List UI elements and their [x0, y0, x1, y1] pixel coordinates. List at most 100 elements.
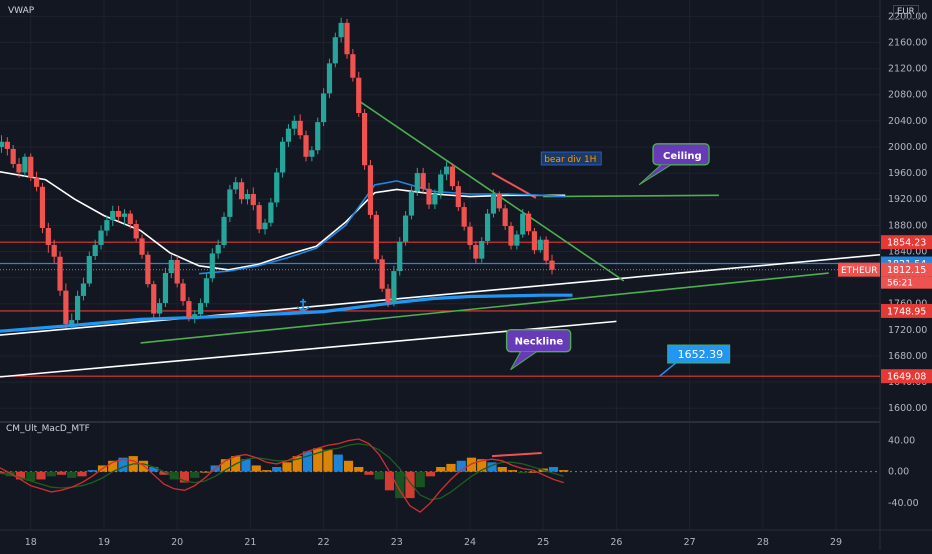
price-tag-label: 1812.15: [887, 265, 926, 276]
candle-body: [373, 214, 379, 260]
macd-signal-line: [0, 443, 564, 501]
vwap-indicator-label[interactable]: VWAP: [8, 6, 35, 16]
trendline: [0, 253, 881, 336]
candle-body: [285, 128, 292, 142]
candle: [227, 184, 233, 223]
macd-histogram-bar: [159, 471, 169, 475]
price-tick-label: 1840.00: [888, 246, 927, 257]
macd-histogram-bar: [190, 471, 200, 478]
candle-body: [297, 120, 303, 136]
candle: [391, 265, 397, 307]
macd-histogram-bar: [67, 471, 77, 478]
candle-body: [379, 259, 385, 289]
candle-body: [426, 188, 432, 205]
vwap-line: [0, 171, 566, 271]
candle-body: [414, 173, 420, 192]
candle: [57, 251, 63, 296]
candle-body: [127, 213, 133, 225]
candle: [443, 161, 450, 181]
macd-indicator-title[interactable]: CM_Ult_MacD_MTF: [6, 424, 90, 434]
price-callout-tail: [659, 362, 677, 377]
price-tag: 1748.95: [881, 303, 932, 318]
candle-body: [75, 295, 81, 321]
candle-body: [197, 303, 204, 315]
candle-body: [157, 303, 163, 314]
candle: [449, 163, 456, 191]
price-tag-label: 1854.23: [887, 238, 926, 249]
candle: [28, 153, 34, 181]
candle-body: [303, 135, 309, 157]
candle-body: [326, 63, 333, 94]
candle: [92, 239, 98, 260]
candle-body: [525, 213, 532, 232]
candle: [168, 254, 174, 279]
candle: [356, 71, 362, 117]
candle: [10, 145, 16, 168]
macd-histogram-bar: [108, 460, 118, 472]
candle: [338, 17, 344, 43]
macd-line: [0, 438, 564, 513]
candle: [186, 297, 192, 322]
candle-body: [385, 288, 391, 303]
candle-body: [467, 226, 473, 245]
neckline-callout-tail: [510, 351, 537, 371]
candle-body: [98, 230, 104, 245]
candle: [238, 178, 245, 204]
macd-histogram-bar: [354, 467, 364, 472]
candle-body: [291, 120, 297, 129]
candle-body: [449, 166, 456, 187]
macd-histogram-bar: [343, 460, 354, 472]
candle: [4, 137, 10, 156]
macd-histogram-bar: [169, 471, 179, 480]
candle: [408, 186, 415, 220]
candle: [268, 197, 274, 227]
candle: [303, 130, 309, 162]
macd-histogram-bar: [0, 471, 5, 474]
time-tick-label: 24: [464, 537, 476, 548]
candle-body: [344, 22, 350, 55]
price-tick-label: 2000.00: [888, 142, 927, 153]
candle-body: [262, 222, 268, 230]
anchor-icon: [296, 298, 310, 311]
candle: [180, 278, 186, 306]
price-callout: [667, 344, 731, 364]
candle: [367, 160, 374, 219]
macd-histogram-bar: [323, 449, 333, 472]
macd-histogram-bar: [518, 471, 528, 474]
candle: [315, 117, 321, 155]
candle: [133, 220, 139, 242]
macd-histogram-bar: [333, 454, 343, 472]
candle: [320, 88, 327, 127]
symbol-tag-bg: [838, 262, 880, 277]
candle-body: [397, 241, 403, 272]
candle-body: [233, 182, 239, 190]
candle-body: [274, 172, 280, 203]
currency-label[interactable]: EUR: [893, 5, 919, 19]
candle-body: [455, 186, 461, 208]
candle: [16, 158, 22, 178]
candle-body: [10, 148, 16, 164]
candle: [549, 254, 555, 275]
candle-body: [69, 320, 75, 324]
macd-histogram-bar: [5, 471, 15, 477]
price-tag-bg: [881, 303, 932, 318]
candle-body: [443, 166, 450, 175]
time-tick-label: 22: [318, 537, 330, 548]
trendline: [543, 194, 719, 198]
macd-histogram-bar: [395, 471, 405, 499]
price-tick-label: 1880.00: [888, 220, 927, 231]
trendline: [356, 98, 625, 282]
candle: [157, 298, 163, 317]
macd-histogram-bar: [282, 462, 292, 472]
candle-body: [508, 226, 514, 246]
candle: [402, 210, 409, 246]
candle-body: [402, 215, 409, 242]
candle: [39, 182, 46, 234]
macd-histogram-bar: [200, 471, 210, 473]
candle-body: [461, 207, 467, 227]
time-tick-label: 27: [684, 537, 696, 548]
candle-body: [432, 193, 438, 205]
candle-body: [92, 244, 98, 257]
candle-body: [338, 22, 344, 38]
